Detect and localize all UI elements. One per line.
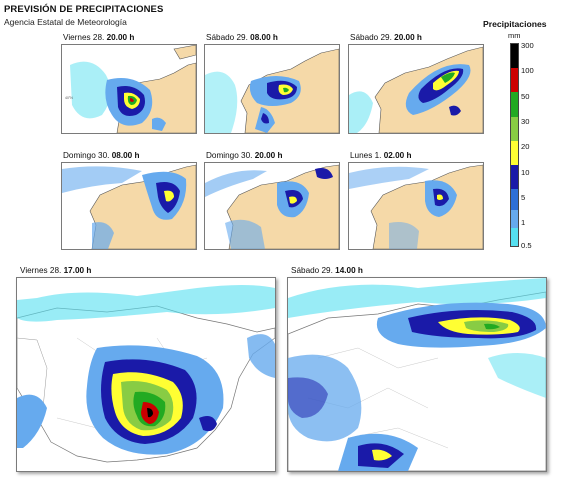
- legend-swatch: [511, 189, 518, 210]
- map-label: Viernes 28. 20.00 h: [63, 33, 135, 42]
- map-graphic: [349, 45, 483, 133]
- legend-color-bar: [510, 43, 519, 247]
- precipitation-map-large: [16, 277, 276, 472]
- precipitation-map-large: [287, 277, 547, 472]
- legend-tick-label: 30: [521, 117, 530, 126]
- legend-swatch: [511, 165, 518, 190]
- map-label: Viernes 28. 17.00 h: [20, 266, 92, 275]
- legend-swatch: [511, 209, 518, 228]
- map-graphic: [288, 278, 546, 471]
- legend-swatch: [511, 92, 518, 117]
- map-graphic: [205, 45, 339, 133]
- precipitation-map: 40°N: [61, 44, 197, 134]
- precipitation-map: [204, 162, 340, 250]
- map-graphic: [349, 163, 483, 249]
- map-graphic: 40°N: [62, 45, 196, 133]
- legend-tick-label: 5: [521, 193, 526, 202]
- legend-tick-label: 0.5: [521, 241, 532, 250]
- map-label: Lunes 1. 02.00 h: [350, 151, 412, 160]
- page-title: PREVISIÓN DE PRECIPITACIONES: [4, 4, 164, 15]
- map-graphic: [17, 278, 275, 471]
- legend-swatch: [511, 116, 518, 141]
- legend-tick-label: 1: [521, 218, 526, 227]
- legend-tick-label: 50: [521, 92, 530, 101]
- map-label: Domingo 30. 20.00 h: [206, 151, 283, 160]
- map-label: Sábado 29. 08.00 h: [206, 33, 278, 42]
- legend-tick-label: 10: [521, 168, 530, 177]
- legend-swatch: [511, 140, 518, 166]
- map-graphic: [62, 163, 196, 249]
- legend-title: Precipitaciones: [483, 19, 547, 29]
- page-subtitle: Agencia Estatal de Meteorología: [4, 17, 127, 27]
- legend-unit: mm: [508, 31, 521, 40]
- svg-text:40°N: 40°N: [65, 96, 73, 100]
- precipitation-map: [348, 162, 484, 250]
- legend-tick-label: 100: [521, 66, 534, 75]
- precipitation-map: [61, 162, 197, 250]
- map-label: Sábado 29. 20.00 h: [350, 33, 422, 42]
- legend-swatch: [511, 227, 518, 246]
- precipitation-map: [348, 44, 484, 134]
- legend-tick-label: 20: [521, 142, 530, 151]
- map-graphic: [205, 163, 339, 249]
- map-label: Sábado 29. 14.00 h: [291, 266, 363, 275]
- legend-swatch: [511, 44, 518, 69]
- legend-tick-label: 300: [521, 41, 534, 50]
- map-label: Domingo 30. 08.00 h: [63, 151, 140, 160]
- legend-swatch: [511, 68, 518, 93]
- precipitation-map: [204, 44, 340, 134]
